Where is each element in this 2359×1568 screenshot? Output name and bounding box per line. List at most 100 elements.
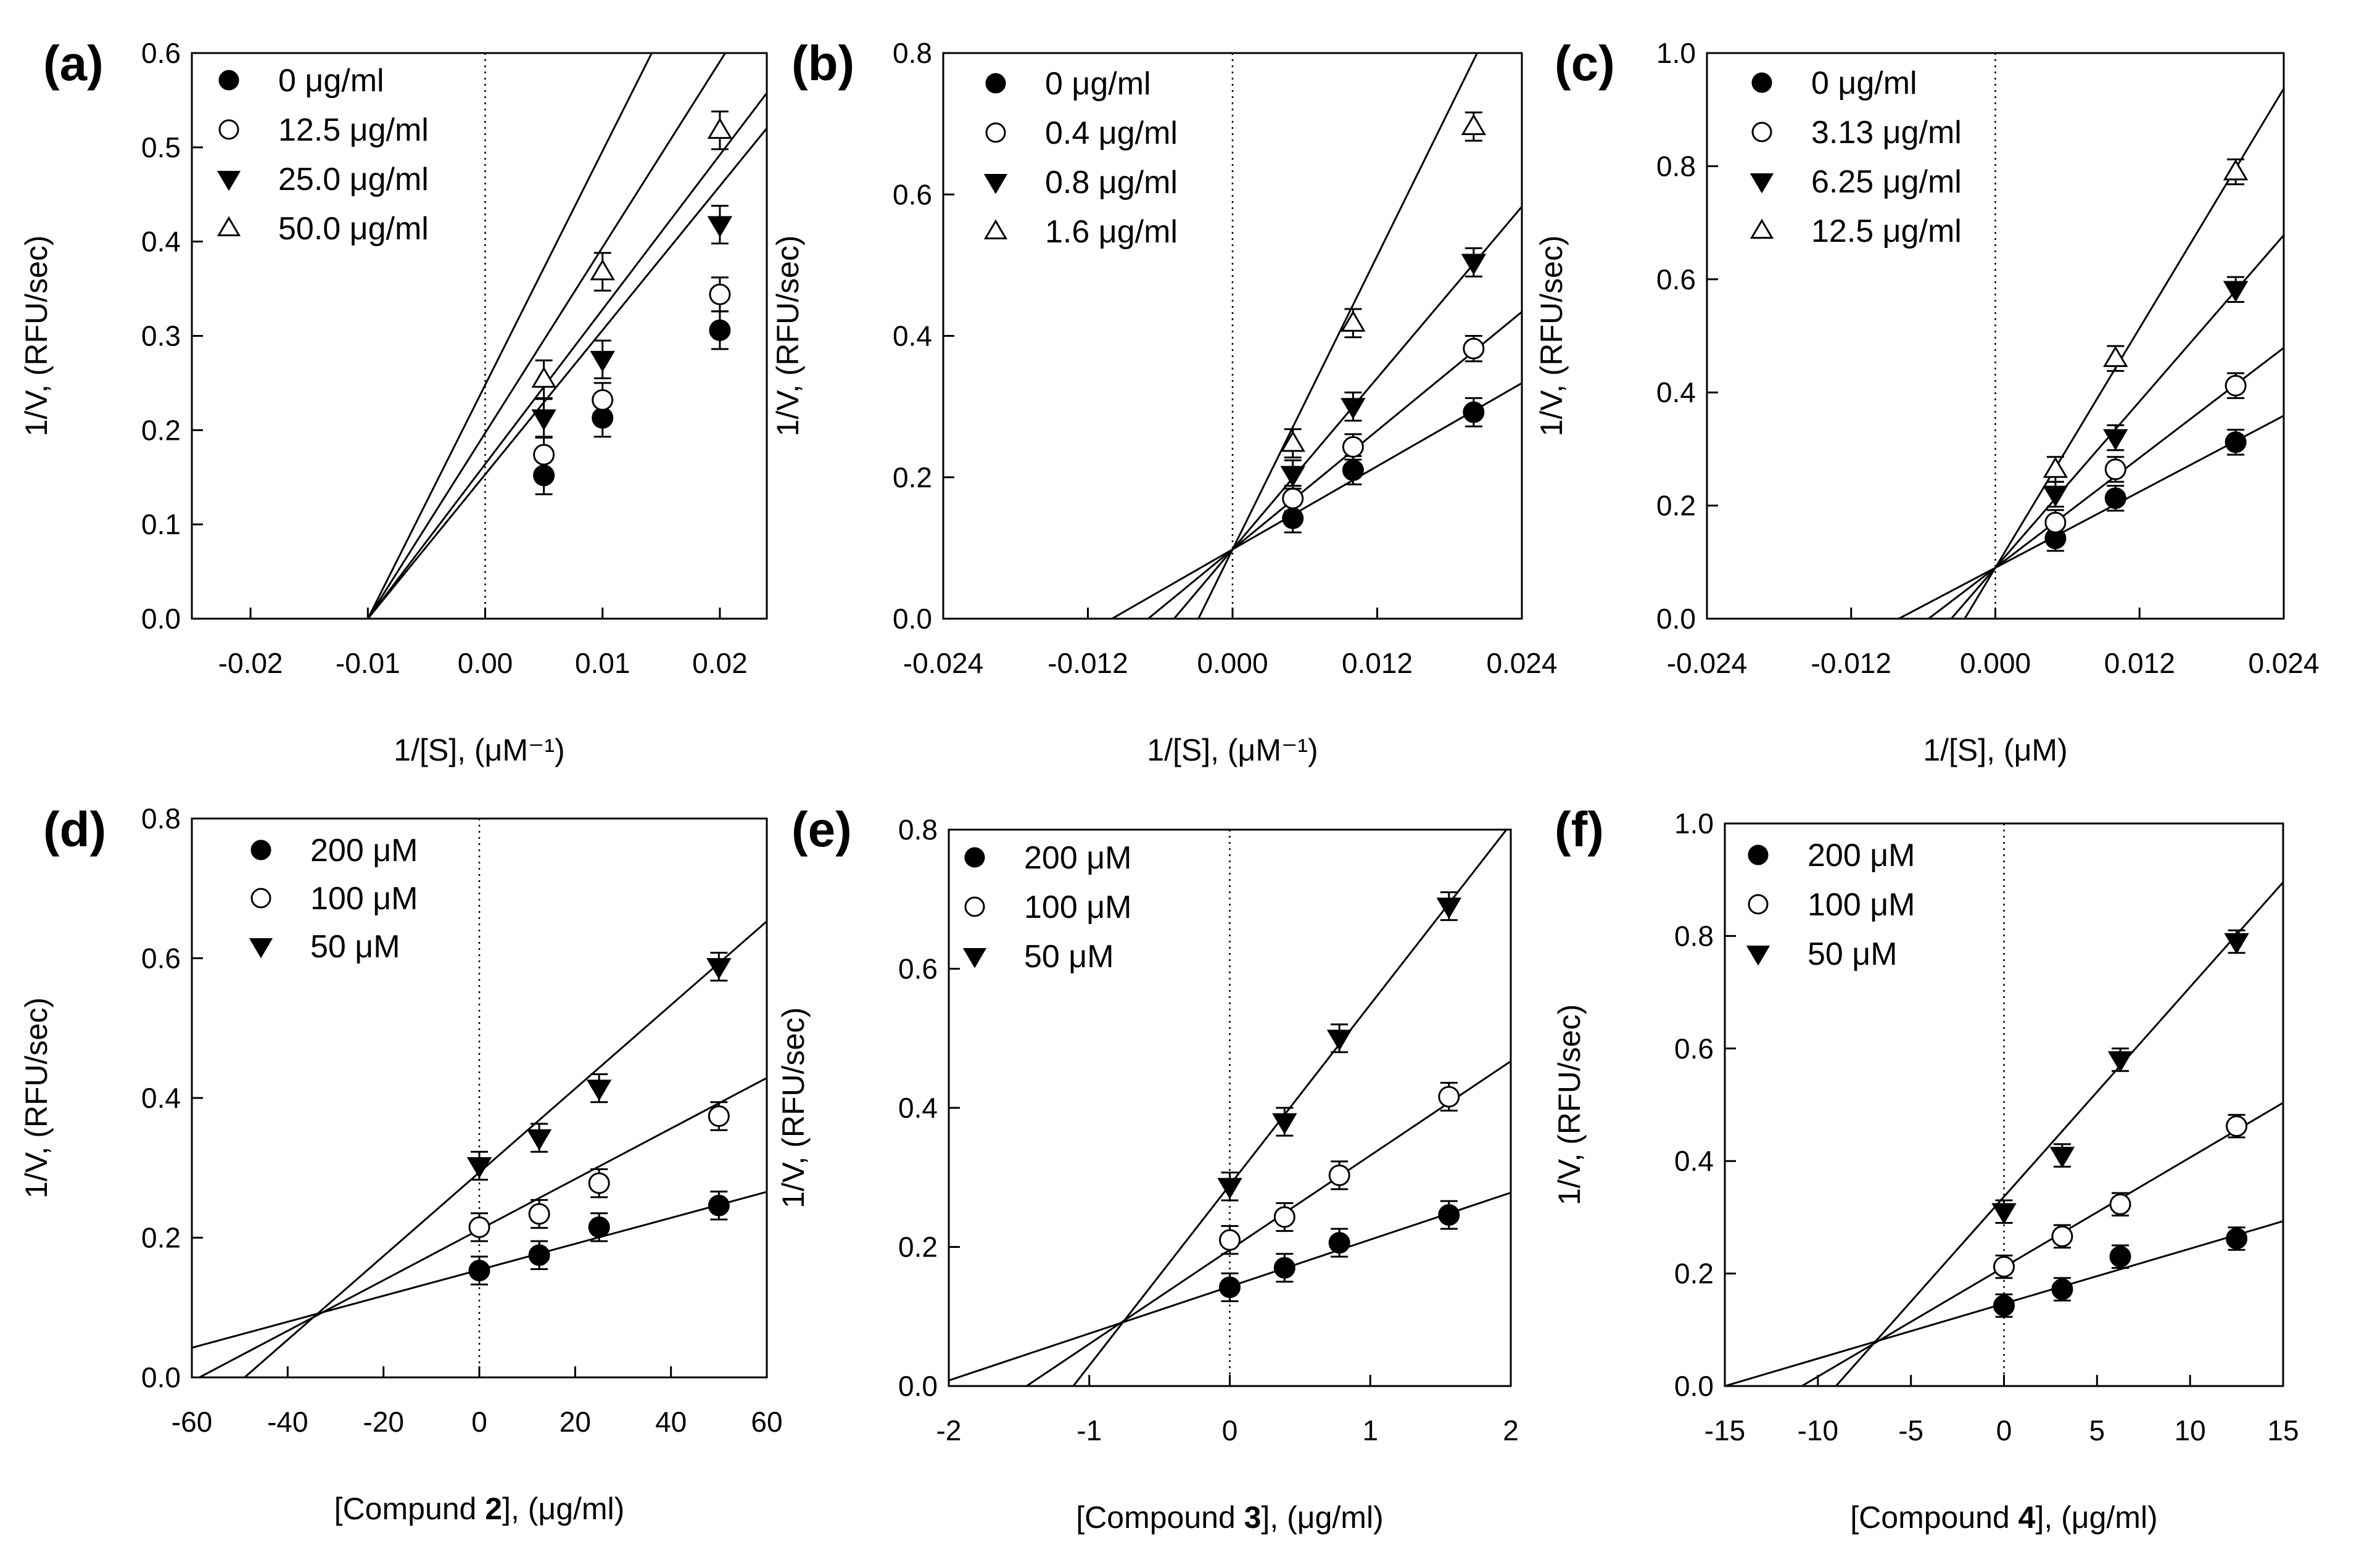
- panel-label: (f): [1555, 802, 1604, 857]
- data-point: [528, 1203, 550, 1225]
- y-tick-label: 0.2: [898, 1231, 938, 1263]
- data-point: [1273, 1206, 1295, 1228]
- data-point: [1342, 435, 1364, 458]
- y-tick-label: 0.6: [141, 943, 181, 975]
- y-tick-label: 0.4: [141, 226, 181, 258]
- y-tick-label: 0.2: [1674, 1258, 1714, 1290]
- data-point: [2107, 1051, 2133, 1073]
- data-point: [2051, 1225, 2073, 1247]
- data-point: [1280, 466, 1305, 487]
- x-axis-title: 1/[S], (μM): [1923, 733, 2067, 767]
- data-point: [1993, 1256, 2015, 1278]
- x-tick-label: 20: [560, 1406, 591, 1438]
- data-point: [533, 444, 555, 466]
- data-point: [1280, 431, 1305, 452]
- data-point: [588, 1172, 610, 1194]
- data-point: [531, 409, 556, 431]
- data-point: [1436, 897, 1462, 919]
- data-point: [590, 259, 615, 281]
- data-point: [2223, 281, 2249, 302]
- panel-label: (d): [43, 802, 106, 857]
- data-point: [1438, 1204, 1460, 1226]
- x-tick-label: 40: [655, 1406, 687, 1438]
- legend-marker: [1748, 894, 1769, 915]
- data-point: [706, 958, 732, 980]
- x-tick-label: 0.012: [2104, 647, 2175, 679]
- x-tick-label: 0.000: [1960, 647, 2031, 679]
- chart-panel-b: -0.024 -0.012 0.000 0.012 0.024 0.0 0.2 0.4 0.6 0…: [770, 36, 1558, 767]
- data-point: [1438, 1086, 1460, 1108]
- fit-line: [1835, 881, 2283, 1386]
- data-point: [2104, 487, 2126, 510]
- chart-panel-c: -0.024 -0.012 0.000 0.012 0.024 0.0 0.2 0.4 0.6 0…: [1534, 36, 2320, 767]
- x-tick-label: 15: [2267, 1414, 2299, 1446]
- x-tick-label: 0.00: [458, 647, 513, 679]
- panel-label: (c): [1555, 36, 1615, 91]
- y-tick-label: 0.5: [141, 131, 181, 163]
- data-point: [590, 350, 615, 373]
- x-axis-title-part: ], (μg/ml): [1261, 1500, 1383, 1535]
- legend-label: 0 μg/ml: [1045, 66, 1151, 102]
- data-point: [708, 1194, 730, 1216]
- x-axis-title-part: [Compound: [1076, 1500, 1244, 1535]
- legend-label: 50 μM: [1024, 939, 1114, 975]
- y-tick-label: 0.1: [141, 508, 181, 540]
- x-axis-title: [Compund 2], (μg/ml): [334, 1492, 625, 1526]
- y-tick-label: 0.2: [893, 461, 932, 493]
- legend-marker: [964, 847, 985, 868]
- legend-label: 200 μM: [310, 833, 418, 869]
- data-point: [468, 1216, 490, 1239]
- legend: 200 μM 100 μM 50 μM: [962, 840, 1131, 975]
- legend-label: 50.0 μg/ml: [278, 211, 429, 247]
- legend-label: 100 μM: [1807, 887, 1915, 923]
- chart-panel-e: -2 -1 0 1 2 0.0 0.2 0.4 0.6 0.8 [Compound 3], (μg/…: [776, 802, 1519, 1535]
- data-point: [586, 1079, 612, 1101]
- y-tick-label: 0.6: [1656, 263, 1696, 295]
- x-tick-label: -2: [936, 1414, 962, 1446]
- x-tick-label: -60: [171, 1406, 212, 1438]
- data-point: [1341, 398, 1366, 419]
- y-axis-title: 1/V, (RFU/sec): [19, 235, 54, 436]
- x-tick-label: -0.02: [218, 647, 283, 679]
- x-axis-title-part: ], (μg/ml): [502, 1492, 624, 1526]
- y-axis-title: 1/V, (RFU/sec): [1534, 235, 1569, 436]
- legend-label: 200 μM: [1807, 838, 1915, 873]
- legend-label: 50 μM: [1807, 936, 1898, 972]
- data-point: [526, 1129, 552, 1151]
- data-point: [1328, 1232, 1350, 1254]
- data-point: [2226, 1228, 2248, 1250]
- data-point: [531, 366, 556, 388]
- y-tick-label: 1.0: [1674, 807, 1714, 840]
- legend-marker: [983, 173, 1008, 194]
- legend-marker: [217, 216, 241, 237]
- chart-panel-f: -15 -10 -5 0 5 10 15 0.0 0.2 0.4 0.6 0.8 1.0 [Compoun…: [1552, 802, 2299, 1535]
- fit-line: [366, 128, 767, 619]
- data-point: [1342, 459, 1364, 481]
- fit-line: [1964, 88, 2284, 619]
- data-point: [2103, 429, 2128, 451]
- panel-label: (a): [43, 36, 104, 91]
- data-point: [592, 389, 614, 411]
- data-point: [707, 117, 733, 139]
- legend-marker: [218, 119, 239, 140]
- y-tick-label: 0.2: [141, 1222, 181, 1254]
- x-axis-title-part: [Compound: [1850, 1500, 2018, 1535]
- fit-line: [366, 53, 727, 619]
- y-tick-label: 0.0: [141, 603, 181, 635]
- data-point: [1461, 254, 1487, 275]
- legend-marker: [1750, 218, 1774, 239]
- legend-marker: [218, 70, 239, 91]
- y-tick-label: 0.4: [1656, 376, 1696, 408]
- legend-label: 100 μM: [310, 881, 418, 917]
- legend-label: 6.25 μg/ml: [1811, 164, 1962, 200]
- legend-marker: [249, 938, 273, 959]
- x-tick-label: 5: [2089, 1414, 2105, 1446]
- x-tick-label: -10: [1798, 1414, 1838, 1446]
- y-tick-label: 0.2: [1656, 490, 1696, 522]
- y-tick-label: 0.0: [1674, 1370, 1714, 1402]
- data-point: [1461, 113, 1487, 136]
- data-point: [2223, 159, 2249, 181]
- y-tick-label: 0.4: [898, 1092, 938, 1124]
- data-point: [2109, 1193, 2131, 1215]
